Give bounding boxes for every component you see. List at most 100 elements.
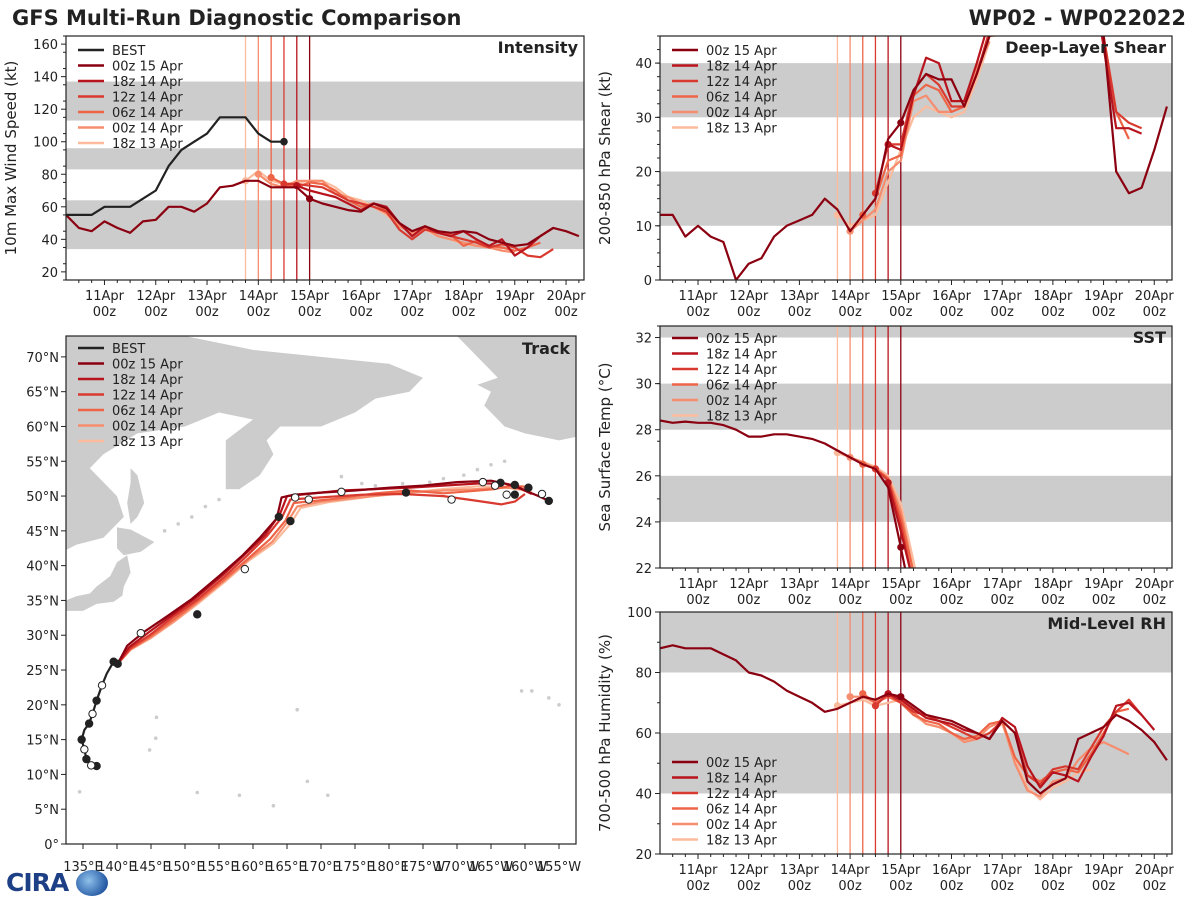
- track-lon-label: 160°E: [233, 860, 273, 875]
- island: [217, 497, 221, 502]
- intensity-xtick-label: 00z: [247, 305, 271, 320]
- sst-legend-label: 00z 15 Apr: [706, 332, 777, 347]
- shear-xtick-label: 13Apr: [780, 289, 820, 304]
- intensity-xtick-label: 14Apr: [239, 289, 279, 304]
- shear-legend-label: 00z 15 Apr: [706, 44, 777, 59]
- track-lon-label: 175°E: [335, 860, 375, 875]
- track-lon-label: 145°E: [131, 860, 171, 875]
- track-point: [86, 761, 96, 770]
- intensity-series-best: [66, 116, 284, 216]
- sst-legend-label: 00z 14 Apr: [706, 394, 777, 409]
- rh-xtick-label: 00z: [990, 879, 1014, 894]
- track-lon-label: 165°E: [267, 860, 307, 875]
- track-point: [502, 490, 511, 499]
- shear-ytick-label: 30: [635, 111, 652, 126]
- track-legend-label: 00z 14 Apr: [112, 420, 183, 435]
- sst-ytick-label: 26: [635, 470, 652, 485]
- shear-panel: 01020304011Apr00z12Apr00z13Apr00z14Apr00…: [596, 35, 1174, 320]
- rh-xtick-label: 00z: [788, 879, 812, 894]
- track-series-00z-14-apr: [116, 486, 526, 665]
- island: [519, 689, 524, 693]
- rh-xtick-label: 13Apr: [780, 863, 820, 878]
- rh-title: Mid-Level RH: [1047, 614, 1166, 633]
- rh-series-00z-15-apr: [660, 644, 1168, 795]
- track-legend-label: 12z 14 Apr: [112, 389, 183, 404]
- island: [339, 474, 344, 479]
- land-shape: [66, 336, 423, 550]
- storm-id: WP02 - WP022022: [968, 6, 1186, 30]
- track-point: [401, 488, 411, 497]
- track-point: [88, 709, 97, 719]
- intensity-xtick-label: 13Apr: [188, 289, 228, 304]
- track-lon-label: 180°E: [369, 860, 409, 875]
- track-lat-label: 65°N: [26, 386, 59, 401]
- sst-ylabel: Sea Surface Temp (°C): [596, 362, 614, 531]
- intensity-panel: 2040608010012014016011Apr00z12Apr00z13Ap…: [2, 35, 586, 320]
- sst-xtick-label: 00z: [737, 593, 761, 608]
- island: [190, 515, 194, 519]
- intensity-xtick-label: 00z: [195, 305, 219, 320]
- intensity-ytick-label: 40: [41, 233, 58, 248]
- land-shape: [66, 555, 131, 611]
- rh-xtick-label: 00z: [1092, 879, 1116, 894]
- rh-xtick-label: 16Apr: [932, 863, 972, 878]
- sst-ytick-label: 22: [635, 562, 652, 577]
- page-title: GFS Multi-Run Diagnostic Comparison: [12, 6, 462, 30]
- track-legend-label: 18z 14 Apr: [112, 373, 183, 388]
- track-point: [84, 719, 94, 728]
- land-shape: [49, 607, 63, 627]
- sst-xtick-label: 19Apr: [1084, 577, 1124, 592]
- track-lat-label: 30°N: [26, 629, 59, 644]
- sst-legend-label: 12z 14 Apr: [706, 363, 777, 378]
- rh-ytick-label: 80: [635, 667, 652, 682]
- rh-point: [859, 690, 867, 698]
- track-series-18z-14-apr: [116, 482, 533, 665]
- rh-xtick-label: 15Apr: [881, 863, 921, 878]
- track-lon-label: 160°W: [503, 860, 547, 875]
- intensity-frame: [65, 35, 585, 281]
- shear-ytick-label: 0: [644, 274, 652, 289]
- track-point: [510, 490, 519, 499]
- track-lat-label: 25°N: [26, 664, 59, 679]
- shear-xtick-label: 00z: [1041, 305, 1065, 320]
- sst-series-18z-14-apr: [887, 482, 911, 568]
- track-title: Track: [522, 339, 570, 358]
- sst-shade-band: [660, 326, 1172, 338]
- track-lat-label: 45°N: [26, 525, 59, 540]
- sst-xtick-label: 00z: [1041, 593, 1065, 608]
- intensity-point: [280, 137, 288, 146]
- shear-shade-band: [660, 171, 1172, 226]
- track-series-18z-13-apr: [116, 485, 532, 665]
- track-lat-label: 60°N: [26, 420, 59, 435]
- intensity-xtick-label: 00z: [401, 305, 425, 320]
- rh-legend-label: 18z 13 Apr: [706, 834, 777, 849]
- track-lon-label: 140°E: [97, 860, 137, 875]
- land-shape: [127, 468, 145, 524]
- island: [547, 696, 551, 700]
- track-point: [510, 480, 519, 490]
- sst-xtick-label: 16Apr: [932, 577, 972, 592]
- island: [77, 790, 82, 794]
- intensity-legend-label: 12z 14 Apr: [112, 91, 183, 106]
- shear-ylabel: 200-850 hPa Shear (kt): [596, 71, 614, 245]
- track-lon-label: 165°W: [469, 860, 513, 875]
- track-point: [92, 696, 101, 705]
- island: [195, 790, 200, 795]
- island: [305, 779, 310, 784]
- shear-legend-label: 06z 14 Apr: [706, 91, 777, 106]
- island: [557, 703, 561, 707]
- sst-panel: 22242628303211Apr00z12Apr00z13Apr00z14Ap…: [596, 325, 1174, 608]
- sst-xtick-label: 12Apr: [729, 577, 769, 592]
- shear-xtick-label: 11Apr: [678, 289, 718, 304]
- intensity-ylabel: 10m Max Wind Speed (kt): [2, 61, 20, 256]
- shear-title: Deep-Layer Shear: [1005, 38, 1166, 57]
- sst-xtick-label: 00z: [940, 593, 964, 608]
- rh-point: [897, 693, 905, 701]
- sst-xtick-label: 00z: [1092, 593, 1116, 608]
- shear-xtick-label: 00z: [990, 305, 1014, 320]
- rh-xtick-label: 14Apr: [831, 863, 871, 878]
- intensity-xtick-label: 18Apr: [444, 289, 484, 304]
- island: [44, 644, 48, 648]
- shear-xtick-label: 15Apr: [881, 289, 921, 304]
